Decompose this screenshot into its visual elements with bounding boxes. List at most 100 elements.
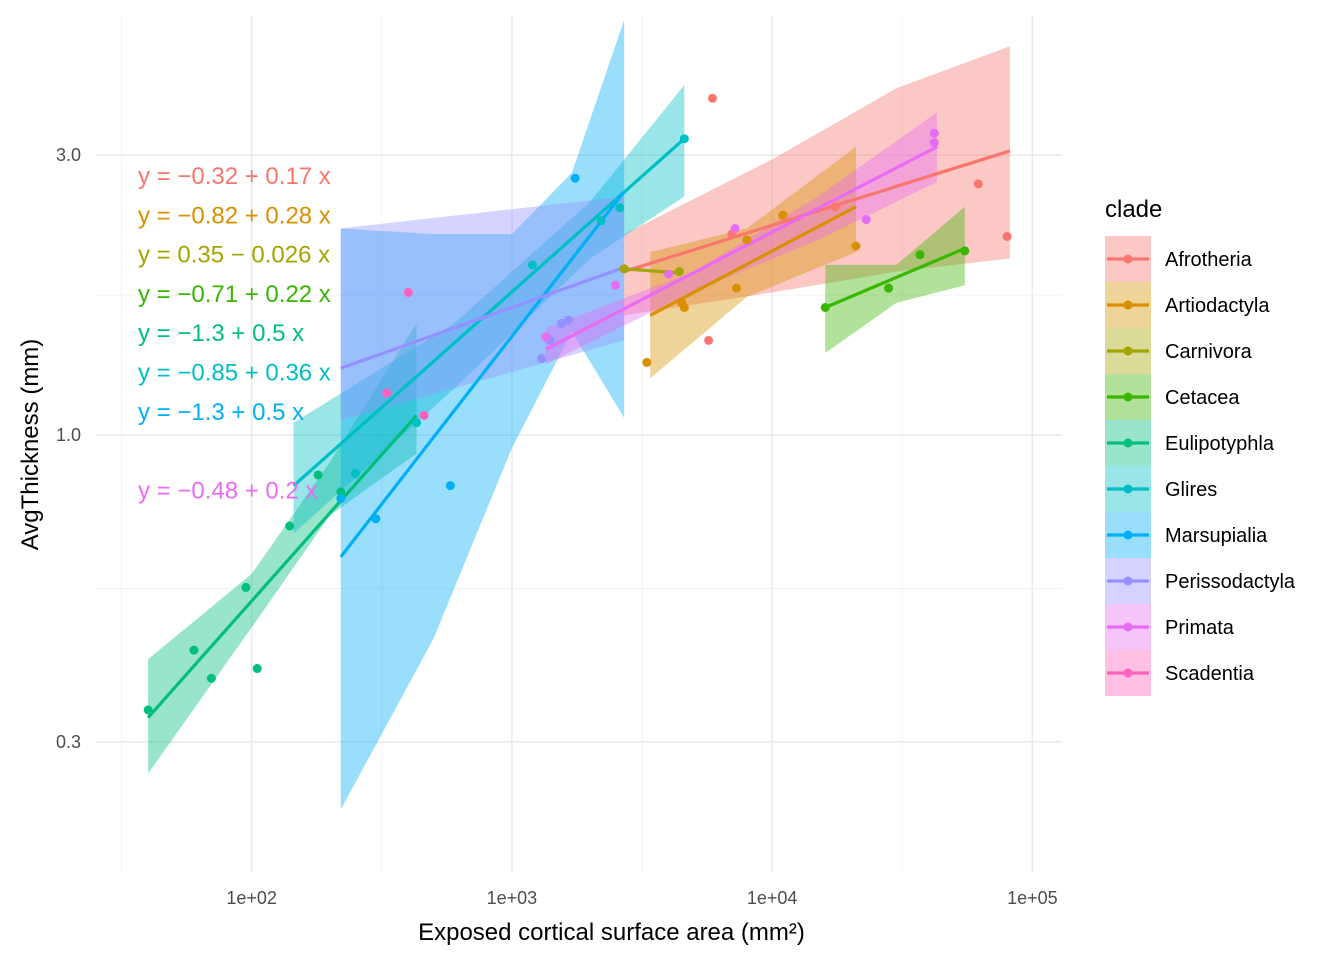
fit-line-marsupialia bbox=[339, 190, 626, 558]
legend-key-point bbox=[1123, 484, 1133, 494]
data-point-afrotheria bbox=[1002, 232, 1012, 242]
equation-artiodactyla: y = −0.82 + 0.28 x bbox=[138, 202, 331, 229]
data-point-marsupialia bbox=[570, 173, 580, 183]
legend-item-artiodactyla: Artiodactyla bbox=[1105, 282, 1270, 328]
data-point-primata bbox=[541, 332, 551, 342]
data-point-artiodactyla bbox=[732, 283, 742, 293]
data-point-glires bbox=[350, 469, 360, 479]
data-point-glires bbox=[596, 216, 606, 226]
y-tick-label: 3.0 bbox=[56, 145, 81, 165]
data-point-perissodactyla bbox=[556, 318, 566, 328]
data-point-marsupialia bbox=[445, 481, 455, 491]
data-point-artiodactyla bbox=[642, 357, 652, 367]
data-point-scadentia bbox=[403, 287, 413, 297]
legend-key-point bbox=[1123, 392, 1133, 402]
data-point-primata bbox=[610, 280, 620, 290]
fit-line-eulipotyphla bbox=[146, 414, 418, 719]
legend-item-cetacea: Cetacea bbox=[1105, 374, 1240, 420]
data-point-primata bbox=[730, 223, 740, 233]
fit-line-perissodactyla bbox=[340, 266, 625, 370]
data-point-scadentia bbox=[382, 388, 392, 398]
legend-key-point bbox=[1123, 622, 1133, 632]
legend-label: Cetacea bbox=[1165, 387, 1240, 409]
legend-item-primata: Primata bbox=[1105, 604, 1235, 650]
legend-key-point bbox=[1123, 254, 1133, 264]
data-point-scadentia bbox=[419, 410, 429, 420]
x-tick-label: 1e+05 bbox=[1007, 888, 1058, 908]
fit-line-cetacea bbox=[824, 246, 966, 309]
confidence-band-marsupialia bbox=[340, 19, 625, 810]
data-point-artiodactyla bbox=[679, 302, 689, 312]
legend-item-scadentia: Scadentia bbox=[1105, 650, 1255, 696]
data-points bbox=[143, 93, 1012, 715]
data-point-glires bbox=[412, 418, 422, 428]
data-point-eulipotyphla bbox=[252, 664, 262, 674]
legend-key-point bbox=[1123, 668, 1133, 678]
fit-lines bbox=[146, 137, 1011, 719]
data-point-primata bbox=[929, 138, 939, 148]
confidence-band-glires bbox=[293, 85, 685, 534]
legend-label: Perissodactyla bbox=[1165, 571, 1296, 593]
data-point-glires bbox=[528, 260, 538, 270]
fit-line-afrotheria bbox=[623, 149, 1011, 274]
equation-glires: y = −0.85 + 0.36 x bbox=[138, 360, 331, 387]
data-point-primata bbox=[664, 269, 674, 279]
data-point-cetacea bbox=[820, 302, 830, 312]
legend-key-point bbox=[1123, 346, 1133, 356]
confidence-band-primata bbox=[545, 112, 937, 365]
x-tick-label: 1e+02 bbox=[226, 888, 277, 908]
confidence-band-afrotheria bbox=[624, 46, 1010, 316]
data-point-eulipotyphla bbox=[336, 487, 346, 497]
data-point-afrotheria bbox=[707, 93, 717, 103]
data-point-eulipotyphla bbox=[206, 673, 216, 683]
legend: clade Afrotheria Artiodactyla Carnivora Cet… bbox=[1105, 196, 1296, 696]
confidence-bands bbox=[148, 19, 1010, 810]
data-point-afrotheria bbox=[704, 335, 714, 345]
grid bbox=[95, 15, 1062, 872]
data-point-marsupialia bbox=[336, 493, 346, 503]
legend-item-perissodactyla: Perissodactyla bbox=[1105, 558, 1296, 604]
data-point-marsupialia bbox=[371, 514, 381, 524]
equation-carnivora: y = 0.35 − 0.026 x bbox=[138, 242, 330, 269]
data-point-eulipotyphla bbox=[189, 645, 199, 655]
legend-item-marsupialia: Marsupialia bbox=[1105, 512, 1268, 558]
data-point-carnivora bbox=[619, 264, 629, 274]
legend-item-glires: Glires bbox=[1105, 466, 1217, 512]
legend-title: clade bbox=[1105, 196, 1162, 223]
legend-key-point bbox=[1123, 530, 1133, 540]
legend-label: Glires bbox=[1165, 479, 1217, 501]
equation-eulipotyphla: y = −1.3 + 0.5 x bbox=[138, 320, 304, 347]
y-tick-labels: 0.3 1.0 3.0 bbox=[56, 145, 81, 752]
equation-primata: y = −0.48 + 0.2 x bbox=[138, 477, 317, 504]
equation-afrotheria: y = −0.32 + 0.17 x bbox=[138, 163, 331, 190]
x-tick-labels: 1e+02 1e+03 1e+04 1e+05 bbox=[226, 888, 1057, 908]
data-point-eulipotyphla bbox=[313, 470, 323, 480]
legend-label: Marsupialia bbox=[1165, 525, 1268, 547]
legend-label: Scadentia bbox=[1165, 663, 1255, 685]
legend-key-point bbox=[1123, 438, 1133, 448]
confidence-band-cetacea bbox=[825, 206, 965, 354]
legend-label: Artiodactyla bbox=[1165, 295, 1270, 317]
data-point-eulipotyphla bbox=[143, 705, 153, 715]
data-point-cetacea bbox=[960, 246, 970, 256]
y-axis-title: AvgThickness (mm) bbox=[17, 339, 44, 551]
equation-marsupialia: y = −1.3 + 0.5 x bbox=[138, 399, 304, 426]
legend-label: Primata bbox=[1165, 617, 1235, 639]
data-point-cetacea bbox=[883, 283, 893, 293]
data-point-glires bbox=[615, 203, 625, 213]
data-point-artiodactyla bbox=[742, 235, 752, 245]
data-point-perissodactyla bbox=[563, 315, 573, 325]
data-point-cetacea bbox=[915, 250, 925, 260]
legend-item-carnivora: Carnivora bbox=[1105, 328, 1253, 374]
equations: y = −0.32 + 0.17 x y = −0.82 + 0.28 x y = … bbox=[138, 163, 331, 504]
data-point-artiodactyla bbox=[851, 241, 861, 251]
legend-key-point bbox=[1123, 576, 1133, 586]
legend-label: Afrotheria bbox=[1165, 249, 1253, 271]
data-point-afrotheria bbox=[830, 202, 840, 212]
x-axis-title: Exposed cortical surface area (mm²) bbox=[418, 919, 805, 946]
equation-cetacea: y = −0.71 + 0.22 x bbox=[138, 281, 331, 308]
data-point-eulipotyphla bbox=[241, 582, 251, 592]
legend-label: Carnivora bbox=[1165, 341, 1253, 363]
legend-key-point bbox=[1123, 300, 1133, 310]
